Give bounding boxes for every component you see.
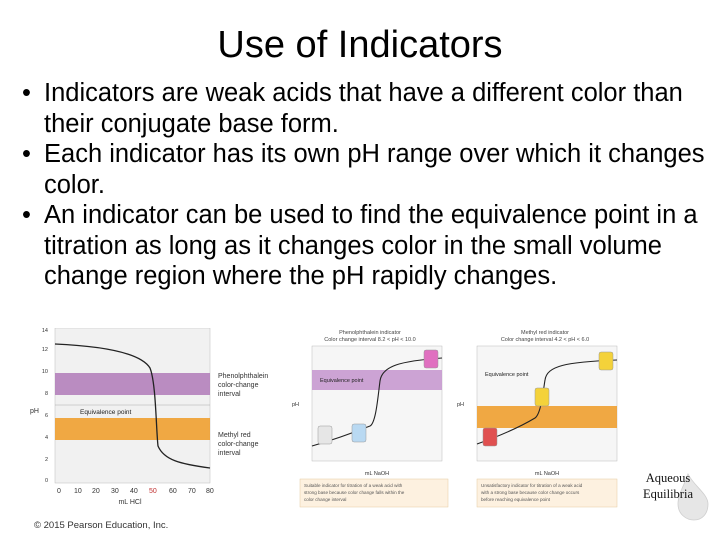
beaker-icon [598,351,614,371]
svg-text:Suitable indicator for titrati: Suitable indicator for titration of a we… [304,483,403,488]
svg-text:30: 30 [111,488,119,495]
indicator-labels: Phenolphthalein color-change interval Me… [218,373,269,457]
beaker-icon [351,423,367,443]
titration-figure-left: pH 0 2 4 6 8 10 12 14 0 10 20 30 40 50 6… [30,327,220,508]
beaker-icon [317,425,333,445]
logo-line-2: Equilibria [643,487,693,501]
y-axis-label: pH [30,408,39,415]
bullet-list: • Indicators are weak acids that have a d… [22,78,712,292]
bullet-text: An indicator can be used to find the equ… [44,201,698,290]
plot-area [54,327,211,484]
svg-text:60: 60 [169,488,177,495]
svg-text:0: 0 [45,478,48,484]
svg-text:color change interval: color change interval [304,497,346,502]
bullet-icon: • [22,201,31,229]
svg-text:10: 10 [42,369,48,375]
bullet-icon: • [22,140,31,168]
titration-curve [54,343,211,469]
slide-title: Use of Indicators [217,24,503,66]
bullet-text: Each indicator has its own pH range over… [44,140,705,199]
phenolphthalein-band [55,373,210,395]
svg-text:mL NaOH: mL NaOH [365,471,389,477]
svg-text:2: 2 [45,457,48,463]
svg-text:80: 80 [206,488,214,495]
svg-text:mL NaOH: mL NaOH [535,471,559,477]
x-axis-label: mL HCl [118,499,142,506]
svg-text:strong base because color chan: strong base because color change falls w… [304,490,405,495]
svg-text:Phenolphthalein indicator: Phenolphthalein indicator [339,330,401,336]
svg-text:Methyl red indicator: Methyl red indicator [521,330,569,336]
bullet-item: • An indicator can be used to find the eq… [22,200,712,292]
bullet-text: Indicators are weak acids that have a di… [44,79,683,138]
copyright-text: © 2015 Pearson Education, Inc. [34,520,169,531]
svg-text:Color change interval 8.2 < pH: Color change interval 8.2 < pH < 10.0 [324,337,415,343]
bullet-item: • Indicators are weak acids that have a d… [22,78,712,139]
svg-text:Unsatisfactory indicator for t: Unsatisfactory indicator for titration o… [481,483,583,488]
svg-text:20: 20 [92,488,100,495]
svg-text:Equivalence point: Equivalence point [320,378,364,384]
titration-figure-middle: Phenolphthalein indicator Color change i… [290,326,450,516]
equivalence-point-label: Equivalence point [80,409,132,416]
titration-curve [311,357,443,447]
bullet-icon: • [22,79,31,107]
svg-text:pH: pH [292,402,299,408]
phenolphthalein-band [312,370,442,390]
svg-text:4: 4 [45,435,48,441]
bullet-item: • Each indicator has its own pH range ove… [22,139,712,200]
svg-text:with a strong base because col: with a strong base because color change … [481,490,580,495]
svg-text:70: 70 [188,488,196,495]
svg-text:0: 0 [57,488,61,495]
titration-figure-right: Methyl red indicator Color change interv… [455,326,625,516]
svg-text:Equivalence point: Equivalence point [485,372,529,378]
methyl-red-band [477,406,617,428]
logo-line-1: Aqueous [645,471,691,485]
svg-text:pH: pH [457,402,464,408]
svg-text:before reaching equivalence po: before reaching equivalence point [481,497,551,502]
beaker-icon [423,349,439,369]
beaker-icon [482,427,498,447]
svg-text:40: 40 [130,488,138,495]
methyl-red-band [55,418,210,440]
svg-text:10: 10 [74,488,82,495]
svg-text:6: 6 [45,413,48,419]
svg-text:8: 8 [45,391,48,397]
beaker-icon [534,387,550,407]
aqueous-equilibria-logo: Aqueous Equilibria [632,464,710,524]
svg-text:50: 50 [149,488,157,495]
svg-text:12: 12 [42,347,48,353]
svg-text:14: 14 [42,328,48,334]
svg-text:Color change interval 4.2 < pH: Color change interval 4.2 < pH < 6.0 [501,337,589,343]
water-drop-icon [677,472,709,521]
